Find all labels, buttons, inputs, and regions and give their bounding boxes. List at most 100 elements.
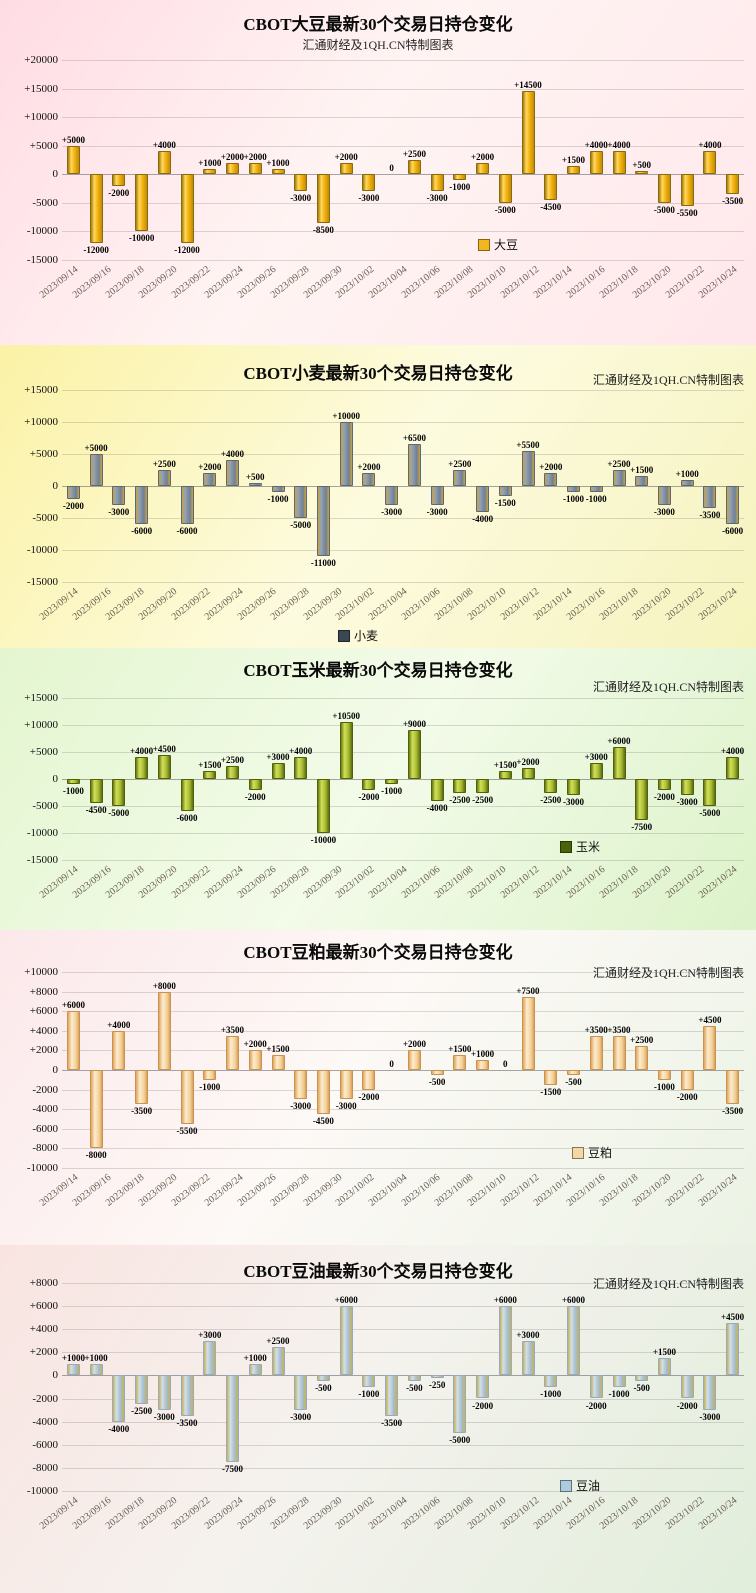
bar [248,482,262,486]
bar [430,174,444,192]
bar-value-label: -3000 [290,1101,312,1112]
bar-value-label: -8000 [85,1150,107,1161]
bar-value-label: -500 [565,1076,582,1087]
bar-value-label: +2500 [448,459,472,469]
gridline [62,972,744,973]
bar-value-label: -4000 [108,1423,130,1434]
y-axis-label: +6000 [29,1005,58,1018]
bar [157,151,171,175]
bar [589,151,603,175]
bar [476,162,490,175]
bar-value-label: +3000 [584,751,608,762]
bar [680,174,694,206]
bar [89,174,103,243]
chart-section-wheat: CBOT小麦最新30个交易日持仓变化 汇通财经及1QH.CN特制图表 +1500… [0,345,756,648]
bar [453,174,467,180]
gridline [62,725,744,726]
bar-value-label: -4500 [85,805,107,816]
bar-value-label: +3500 [220,1024,245,1035]
bar-value-label: -4000 [472,513,494,524]
legend: 豆粕 [572,1144,612,1161]
bar [339,1070,353,1100]
bar-value-label: +1500 [652,1347,676,1358]
bar-value-label: -3000 [676,797,698,808]
bar [248,1050,262,1070]
bar [203,1070,217,1080]
bar [680,479,694,486]
legend-swatch [478,238,490,251]
bar-value-label: -5000 [108,808,130,818]
bar [316,779,330,833]
bar-value-label: +3500 [584,1024,608,1035]
bar-value-label: -1000 [608,1389,630,1399]
gridline [62,991,744,993]
bar-value-label: +4500 [152,743,176,754]
chart-subtitle: 汇通财经及1QH.CN特制图表 [302,38,454,52]
bar [521,996,535,1070]
bar [430,779,444,801]
bar [362,174,376,192]
chart-subtitle: 汇通财经及1QH.CN特制图表 [592,680,744,694]
bar [294,174,308,192]
y-axis-label: +5000 [29,448,58,460]
bar-value-label: -500 [428,1076,446,1087]
bar-value-label: +1500 [561,154,586,165]
bar-value-label: -250 [428,1380,446,1391]
bar [89,1070,103,1149]
bar-value-label: -1000 [585,494,607,505]
bar-value-label: -4500 [312,1116,334,1127]
bar-value-label: +4000 [152,140,176,151]
bar-value-label: +6500 [402,433,426,444]
bar-value-label: +1000 [471,1049,495,1060]
bar-value-label: +2000 [334,151,358,162]
bar-value-label: +2000 [471,151,495,162]
bar [453,779,467,793]
bar-value-label: -5000 [653,204,675,215]
gridline [62,1089,744,1091]
bar-value-label: +3000 [516,1329,540,1340]
y-axis-label: +15000 [24,692,58,704]
bar [635,1375,649,1382]
bar [316,174,330,223]
bar [271,1346,285,1376]
gridline [62,1329,744,1331]
bar [339,722,353,779]
bar [635,171,649,175]
bar [612,151,626,175]
bar-value-label: -1000 [381,786,403,797]
bar-value-label: -3000 [290,193,312,204]
y-axis-label: +4000 [29,1323,58,1336]
bar [362,473,376,486]
legend-label: 小麦 [354,629,379,643]
bar [362,779,376,790]
gridline [62,60,744,61]
bar [135,1070,149,1105]
gridline [62,582,744,583]
gridline [62,1168,744,1169]
bar-value-label: +1000 [84,1352,108,1363]
bar [89,779,103,804]
bar [589,1035,603,1070]
bar-value-label: -5000 [699,808,721,818]
y-axis-label: +8000 [29,1277,58,1289]
bar-value-label: +4000 [107,1019,131,1030]
bar-value-label: +1000 [243,1352,267,1363]
bar [680,1375,694,1399]
bar [203,168,217,175]
y-axis-label: -10000 [26,544,58,556]
bar-value-label: 0 [503,1059,508,1069]
y-axis-label: -10000 [26,225,58,238]
bar-value-label: -4000 [426,802,448,813]
bar-value-label: +4000 [130,746,154,757]
bar-value-label: -500 [406,1383,423,1394]
gridline [62,202,744,204]
bar [498,1306,512,1376]
bar-value-label: +5500 [516,439,540,450]
bar [703,1375,717,1411]
bar [226,1375,239,1463]
bar-value-label: -11000 [310,558,336,569]
y-axis-label: -10000 [26,827,58,839]
bar-value-label: -1000 [358,1389,380,1399]
bar [339,162,353,175]
